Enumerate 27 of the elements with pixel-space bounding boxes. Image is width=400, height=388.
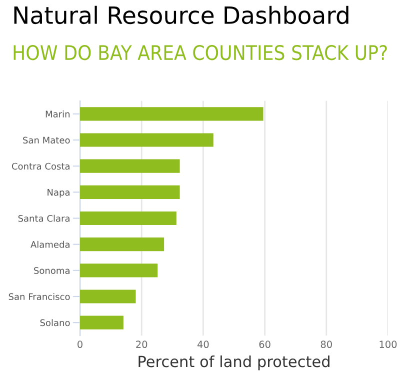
x-axis-title: Percent of land protected (138, 355, 330, 370)
x-tick-label: 40 (197, 340, 209, 348)
bar (80, 316, 124, 330)
bar (80, 211, 176, 226)
y-tick-label: Santa Clara (18, 214, 70, 222)
chart-subtitle: HOW DO BAY AREA COUNTIES STACK UP? (14, 44, 387, 60)
x-tick-label: 20 (136, 340, 148, 348)
x-tick-label: 60 (259, 340, 270, 348)
y-tick-label: Contra Costa (12, 162, 70, 170)
y-tick-label: Solano (40, 319, 70, 326)
y-tick-label: San Francisco (8, 293, 70, 300)
y-tick-label: Sonoma (34, 267, 70, 274)
x-tick-label: 80 (320, 340, 332, 348)
bar (80, 185, 180, 199)
bar (80, 159, 180, 173)
y-tick-label: Napa (48, 189, 70, 198)
bar (80, 264, 158, 278)
x-tick-label: 100 (380, 340, 397, 348)
bar (80, 107, 264, 121)
bar (80, 238, 164, 252)
y-tick-label: San Mateo (23, 136, 70, 144)
chart-title: Natural Resource Dashboard (14, 6, 348, 24)
y-tick-label: Alameda (30, 240, 70, 248)
bar (80, 290, 136, 304)
y-tick-label: Marin (46, 110, 70, 118)
x-tick-label: 0 (78, 340, 82, 348)
bar (80, 133, 214, 147)
